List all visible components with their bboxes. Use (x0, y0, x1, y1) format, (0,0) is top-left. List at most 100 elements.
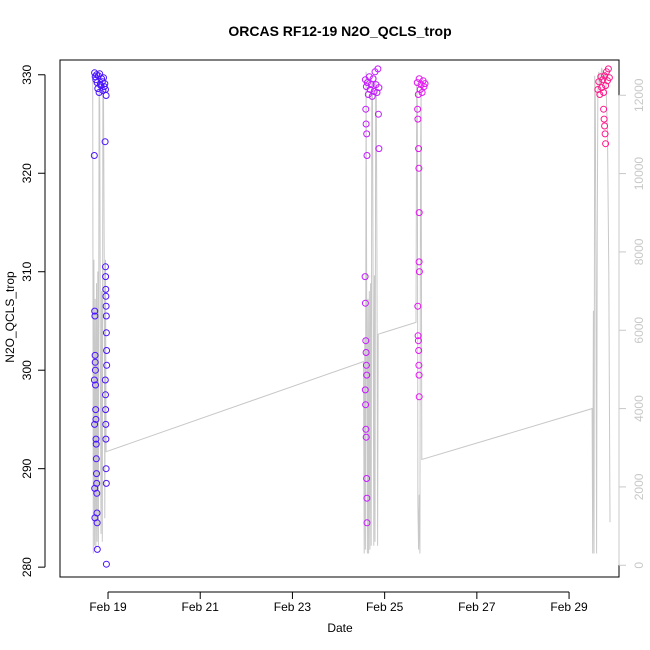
data-point (363, 152, 371, 159)
data-point (361, 299, 369, 307)
data-point (102, 302, 110, 310)
data-point (601, 130, 609, 138)
data-point (415, 209, 423, 217)
data-point (103, 347, 111, 354)
data-point (420, 83, 428, 91)
data-point (415, 258, 423, 266)
data-point (91, 351, 99, 359)
data-point (92, 381, 99, 389)
x-axis: Feb 19 Feb 21 Feb 23 Feb 25 Feb 27 Feb 29 (89, 591, 588, 614)
data-point (370, 88, 378, 95)
y2-tick-label: 0 (632, 562, 646, 569)
y2-tick-label: 10000 (632, 157, 646, 191)
data-point (415, 393, 423, 401)
scatter-points-layer (90, 65, 613, 568)
data-point (374, 110, 382, 118)
data-point (102, 92, 110, 99)
data-point (102, 285, 110, 293)
data-point (102, 263, 109, 271)
data-point (92, 455, 100, 463)
y2-tick-label: 4000 (632, 395, 646, 422)
y2-tick-label: 8000 (632, 238, 646, 265)
data-point (91, 358, 99, 366)
y-tick-label: 280 (20, 557, 34, 577)
data-point (95, 89, 103, 96)
y-axis-label: N2O_QCLS_trop (3, 271, 17, 363)
data-point (600, 115, 608, 123)
data-point (90, 376, 98, 384)
data-point (91, 366, 99, 374)
data-point (375, 84, 383, 92)
data-point (414, 302, 422, 310)
data-point (600, 105, 608, 113)
data-point (91, 307, 99, 315)
data-point (414, 337, 422, 345)
y2-axis: 0 2000 4000 6000 8000 10000 12000 (618, 78, 646, 569)
data-point (362, 120, 370, 128)
y-axis: 280 290 300 310 320 330 (20, 64, 46, 577)
data-point (362, 425, 370, 433)
data-point (415, 361, 423, 369)
x-tick-label: Feb 21 (182, 600, 220, 614)
x-tick-label: Feb 19 (89, 600, 127, 614)
data-point (102, 273, 110, 281)
data-point (362, 105, 370, 113)
data-point (361, 386, 369, 394)
altitude-line-layer (92, 67, 611, 554)
data-point (415, 371, 423, 379)
y-tick-label: 300 (20, 360, 34, 380)
y2-tick-label: 12000 (632, 78, 646, 112)
x-axis-label: Date (327, 621, 353, 635)
data-point (601, 122, 609, 130)
data-point (604, 65, 612, 73)
y-tick-label: 290 (20, 458, 34, 478)
data-point (415, 164, 423, 172)
data-point (102, 292, 110, 300)
data-point (362, 349, 370, 356)
y-tick-label: 330 (20, 64, 34, 84)
plot-box (59, 59, 620, 578)
data-point (361, 273, 369, 281)
data-point (101, 138, 109, 146)
data-point (363, 130, 371, 138)
data-point (414, 105, 422, 113)
data-point (92, 435, 100, 443)
data-point (421, 80, 429, 88)
data-point (369, 75, 377, 83)
y2-tick-label: 6000 (632, 317, 646, 344)
data-point (92, 406, 100, 414)
data-point (596, 91, 604, 98)
data-point (100, 74, 107, 82)
data-point (102, 406, 110, 414)
data-point (366, 86, 374, 93)
data-point (605, 74, 613, 82)
data-point (91, 312, 99, 320)
data-point (93, 470, 100, 478)
data-point (92, 415, 100, 423)
data-point (365, 73, 373, 81)
data-point (363, 475, 371, 482)
data-point (102, 329, 110, 337)
data-point (374, 65, 382, 73)
data-point (362, 401, 370, 409)
y2-tick-label: 2000 (632, 473, 646, 500)
data-point (102, 420, 110, 428)
x-tick-label: Feb 23 (274, 600, 312, 614)
data-point (414, 115, 422, 123)
data-point (103, 361, 111, 369)
data-point (415, 268, 423, 276)
altitude-line (92, 67, 611, 554)
data-point (363, 519, 371, 527)
data-point (102, 435, 110, 443)
data-point (415, 347, 423, 354)
data-point (90, 152, 98, 159)
data-point (375, 145, 383, 153)
data-point (102, 560, 110, 568)
data-point (363, 494, 371, 502)
data-point (92, 440, 100, 448)
x-tick-label: Feb 27 (458, 600, 496, 614)
x-tick-label: Feb 25 (366, 600, 404, 614)
data-point (91, 514, 99, 522)
y-tick-label: 310 (20, 261, 34, 281)
data-point (91, 420, 99, 428)
